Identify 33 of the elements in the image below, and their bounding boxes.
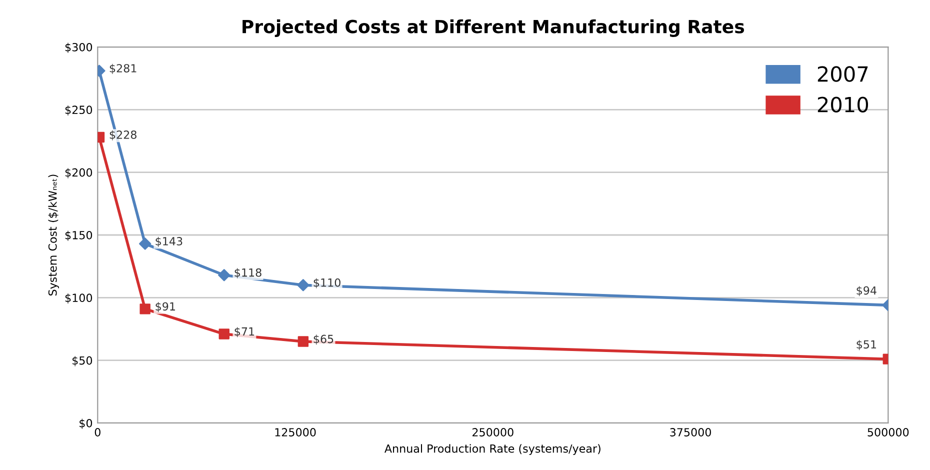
x-tick-label: 500000 bbox=[868, 428, 909, 436]
y-axis-title: System Cost ($/kWₙₑₜ) bbox=[48, 174, 59, 296]
x-axis-title: Annual Production Rate (systems/year) bbox=[384, 444, 600, 455]
point bbox=[139, 238, 152, 250]
point bbox=[218, 328, 230, 340]
y-tick-label: $0 bbox=[80, 418, 92, 429]
x-tick-label: 125000 bbox=[275, 428, 316, 436]
point bbox=[297, 279, 310, 292]
legend-label: 2007 bbox=[818, 66, 868, 82]
x-tick-label: 250000 bbox=[472, 428, 514, 436]
y-tick-label: $100 bbox=[65, 293, 92, 304]
data-label: $65 bbox=[314, 334, 334, 345]
data-label: $94 bbox=[856, 286, 876, 296]
data-label: $143 bbox=[156, 236, 182, 247]
data-label: $71 bbox=[234, 327, 254, 338]
point bbox=[140, 304, 150, 314]
point bbox=[298, 336, 309, 347]
data-label: $51 bbox=[856, 340, 876, 350]
y-tick-label: $150 bbox=[65, 230, 92, 241]
y-tick-label: $300 bbox=[65, 42, 92, 53]
y-tick-label: $50 bbox=[72, 356, 92, 366]
point bbox=[218, 269, 230, 282]
x-tick-label: 0 bbox=[94, 428, 100, 436]
data-label: $281 bbox=[110, 64, 136, 74]
data-label: $110 bbox=[314, 278, 340, 288]
x-tick-label: 375000 bbox=[670, 428, 711, 436]
y-tick-label: $250 bbox=[65, 105, 92, 116]
chart-title: Projected Costs at Different Manufacturing Rates bbox=[242, 19, 744, 38]
y-tick-label: $200 bbox=[65, 168, 92, 178]
data-label: $228 bbox=[110, 130, 136, 140]
data-label: $118 bbox=[234, 268, 262, 278]
data-label: $91 bbox=[156, 302, 175, 312]
legend-label: 2010 bbox=[818, 96, 868, 112]
